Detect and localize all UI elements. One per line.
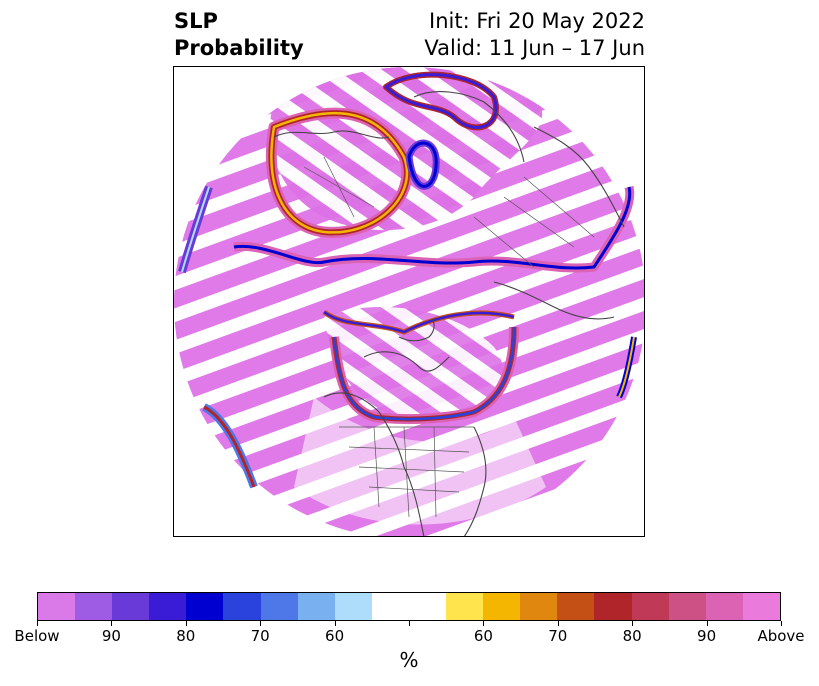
- colorbar-cell: [631, 593, 669, 620]
- colorbar-tick: [185, 621, 187, 626]
- colorbar-cell: [520, 593, 558, 620]
- colorbar-tick: [483, 621, 485, 626]
- colorbar-tick: [334, 621, 336, 626]
- colorbar-cell: [223, 593, 261, 620]
- contour-south-ring: [329, 326, 519, 425]
- colorbar-cell: [260, 593, 298, 620]
- colorbar-tick-label: Below: [14, 627, 60, 645]
- colorbar-cell: [371, 593, 409, 620]
- colorbar-cell: [297, 593, 335, 620]
- map-panel: [173, 66, 645, 537]
- colorbar-cell: [668, 593, 706, 620]
- colorbar-tick: [111, 621, 113, 626]
- variable-subtitle: Probability: [174, 36, 304, 60]
- colorbar-cell: [483, 593, 521, 620]
- colorbar-cell: [742, 593, 780, 620]
- colorbar-tick: [409, 621, 410, 626]
- variable-title: SLP: [174, 9, 218, 33]
- colorbar-tick: [706, 621, 708, 626]
- colorbar-tick-label: 60: [325, 627, 345, 645]
- colorbar-cell: [705, 593, 743, 620]
- colorbar-tick-label: 80: [622, 627, 642, 645]
- colorbar-cell: [408, 593, 447, 620]
- probability-map: [174, 67, 644, 536]
- contour-west-loop: [265, 107, 413, 238]
- colorbar-cell: [557, 593, 595, 620]
- colorbar-tick-label: 70: [548, 627, 568, 645]
- valid-range: Valid: 11 Jun – 17 Jun: [424, 36, 645, 60]
- contour-bands: [178, 71, 637, 489]
- colorbar: [37, 592, 781, 621]
- colorbar-tick: [632, 621, 634, 626]
- contour-west-edge: [178, 185, 258, 489]
- title-left: SLP Probability: [174, 8, 304, 62]
- colorbar-tick-label: 80: [176, 627, 196, 645]
- colorbar-cell: [186, 593, 224, 620]
- colorbar-cell: [334, 593, 372, 620]
- colorbar-tick: [37, 621, 38, 626]
- init-date: Init: Fri 20 May 2022: [429, 9, 645, 33]
- contour-north-blue: [383, 71, 499, 190]
- colorbar-unit-label: %: [399, 648, 419, 672]
- colorbar-cell: [112, 593, 150, 620]
- colorbar-tick-label: 70: [250, 627, 270, 645]
- colorbar-cell: [75, 593, 113, 620]
- colorbar-cell: [38, 593, 76, 620]
- colorbar-tick: [260, 621, 262, 626]
- colorbar-cell: [149, 593, 187, 620]
- colorbar-tick-label: 90: [101, 627, 121, 645]
- colorbar-tick: [781, 621, 782, 626]
- colorbar-tick-label: 60: [473, 627, 493, 645]
- colorbar-cell: [446, 593, 484, 620]
- contour-central-ring: [233, 185, 635, 335]
- colorbar-tick-label: Above: [757, 627, 805, 645]
- colorbar-tick: [557, 621, 559, 626]
- coastlines: [273, 91, 625, 536]
- title-right: Init: Fri 20 May 2022 Valid: 11 Jun – 17…: [424, 8, 645, 62]
- borders: [303, 156, 595, 518]
- colorbar-cell: [594, 593, 632, 620]
- colorbar-tick-label: 90: [697, 627, 717, 645]
- contour-east-edge: [616, 336, 637, 399]
